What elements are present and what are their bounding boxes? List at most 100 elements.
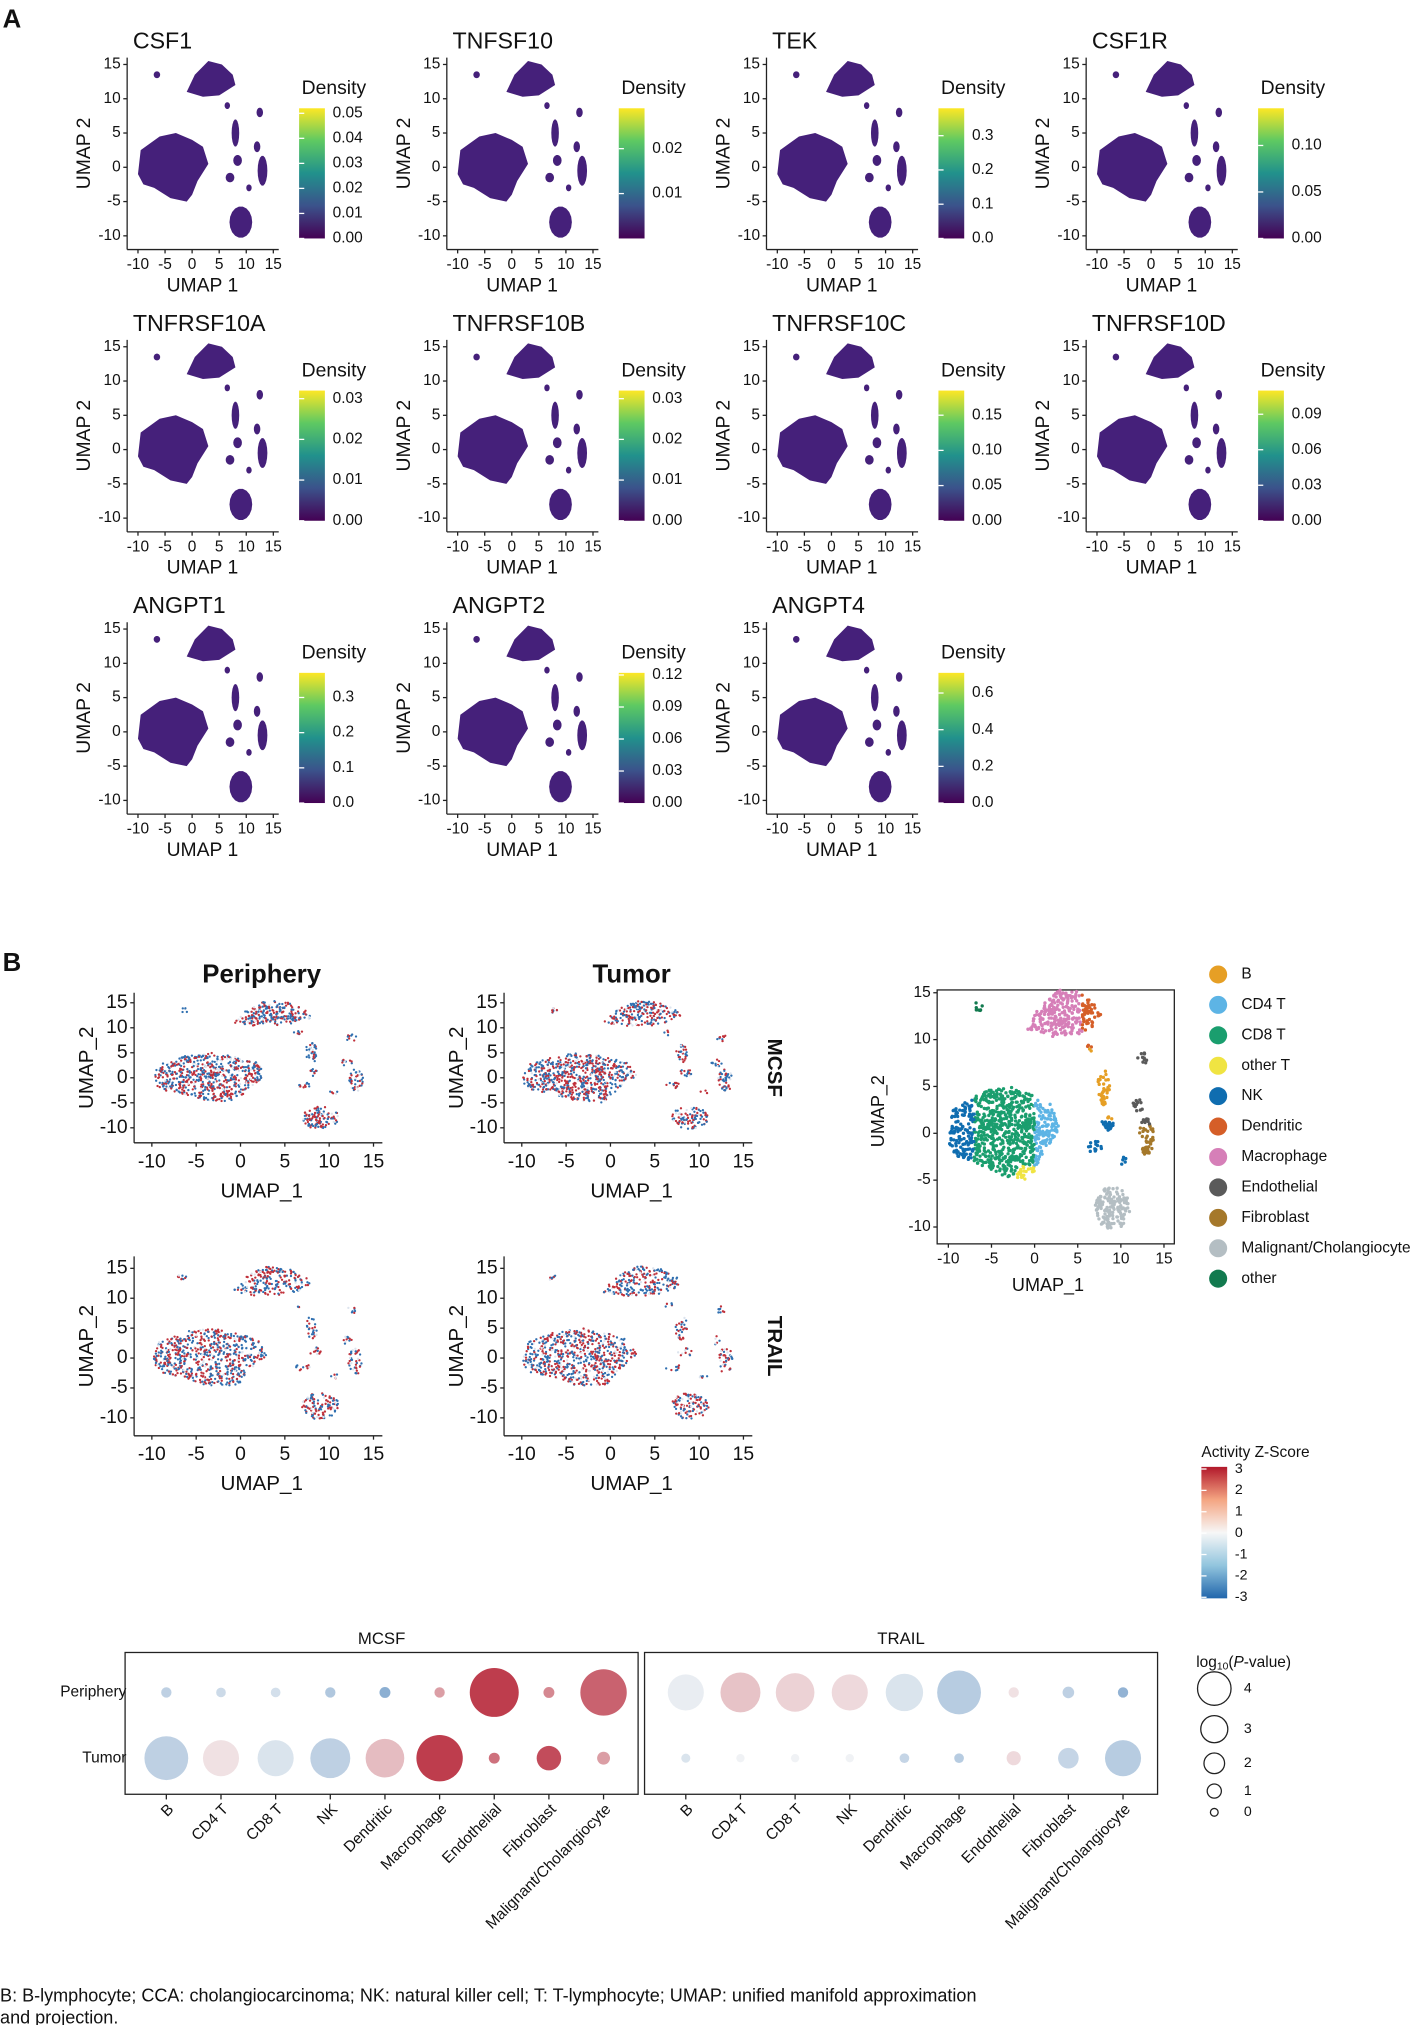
cell — [655, 1272, 658, 1275]
cell — [192, 1379, 195, 1382]
cell — [617, 1357, 620, 1360]
cell — [328, 1396, 331, 1399]
cell — [563, 1066, 566, 1069]
cell — [586, 1094, 589, 1097]
cell — [522, 1355, 526, 1358]
cell — [262, 1276, 265, 1279]
cell — [581, 1090, 584, 1094]
cell — [583, 1373, 586, 1377]
cell — [259, 1279, 262, 1282]
cell — [571, 1098, 574, 1101]
cell — [282, 1015, 285, 1018]
cell — [593, 1069, 596, 1072]
cell — [251, 1080, 254, 1083]
cell — [620, 1345, 623, 1348]
cell — [680, 1320, 683, 1324]
cell — [646, 1272, 649, 1275]
cell — [277, 1016, 280, 1019]
cell — [225, 1342, 228, 1346]
cell — [666, 1029, 669, 1032]
cell — [677, 1322, 681, 1325]
cell — [528, 1083, 532, 1086]
cell — [288, 1002, 292, 1005]
cell — [611, 1292, 614, 1295]
cell — [347, 1362, 350, 1365]
cell — [238, 1339, 241, 1343]
cell — [202, 1360, 205, 1364]
cell — [186, 1343, 189, 1346]
cell — [247, 1067, 250, 1070]
cell — [217, 1380, 220, 1383]
x-tick-label: -5 — [1117, 538, 1131, 555]
legend-title: Density — [1261, 78, 1326, 99]
cell — [203, 1063, 206, 1067]
cell — [557, 1056, 561, 1059]
cell — [592, 1091, 596, 1094]
cell — [289, 1274, 293, 1278]
cell — [259, 1275, 263, 1278]
cell — [542, 1090, 546, 1093]
y-axis-label: UMAP 2 — [394, 118, 415, 190]
cell-region — [1216, 438, 1227, 468]
cell — [268, 1282, 271, 1285]
cell — [703, 1123, 706, 1126]
cell — [213, 1377, 217, 1381]
cell — [566, 1070, 569, 1074]
cell — [705, 1091, 709, 1095]
cell — [724, 1081, 728, 1084]
cell — [182, 1078, 185, 1082]
cell — [555, 1082, 558, 1085]
cell-region — [1183, 102, 1190, 109]
cell — [221, 1058, 224, 1061]
cell — [663, 1016, 666, 1020]
colorbar-label: 0.03 — [333, 390, 363, 407]
cell — [545, 1360, 549, 1363]
cell — [158, 1363, 161, 1366]
cell — [588, 1056, 592, 1060]
cell — [356, 1089, 360, 1092]
cell — [243, 1077, 246, 1080]
cell — [286, 1017, 290, 1020]
cell — [155, 1068, 158, 1072]
cell — [570, 1335, 573, 1338]
cell — [608, 1333, 611, 1336]
cell — [530, 1346, 533, 1350]
x-tick-label: 10 — [318, 1444, 340, 1465]
cell — [279, 1021, 283, 1024]
cell — [304, 1013, 307, 1016]
cell — [289, 1004, 293, 1007]
cell — [244, 1010, 247, 1013]
cell — [182, 1355, 186, 1358]
cell — [551, 1346, 554, 1350]
cell — [171, 1081, 174, 1084]
panel-title: TEK — [772, 28, 818, 54]
cell — [259, 1270, 262, 1273]
cell — [263, 1288, 267, 1292]
cell — [204, 1070, 207, 1073]
cell — [690, 1121, 693, 1125]
cell — [564, 1064, 568, 1067]
cell — [650, 1021, 653, 1024]
cell — [343, 1060, 346, 1063]
cell — [625, 1284, 629, 1287]
cell — [591, 1066, 594, 1070]
colorbar — [299, 108, 325, 239]
cell — [288, 1282, 292, 1286]
cell — [226, 1370, 229, 1374]
x-tick-label: 15 — [265, 256, 282, 273]
cell — [289, 1014, 292, 1018]
cell — [203, 1057, 207, 1060]
cell — [563, 1376, 566, 1379]
cell — [604, 1379, 607, 1382]
cell — [206, 1061, 209, 1064]
y-tick-label: -10 — [418, 509, 440, 526]
cell — [600, 1065, 603, 1069]
cell — [674, 1407, 678, 1411]
cell — [194, 1358, 197, 1361]
cell — [596, 1075, 600, 1078]
cell — [654, 1003, 658, 1007]
cell — [569, 1342, 572, 1345]
cell-region — [186, 61, 236, 97]
cell — [281, 1011, 284, 1014]
cell — [574, 1089, 578, 1092]
